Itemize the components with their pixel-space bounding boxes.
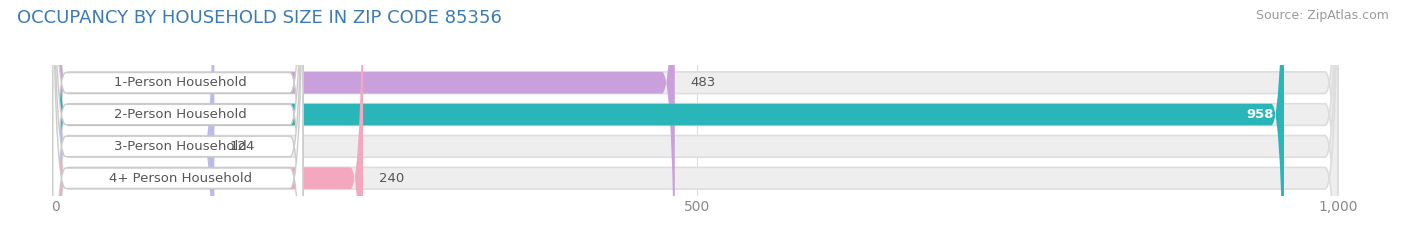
FancyBboxPatch shape (53, 0, 302, 233)
Text: 3-Person Household: 3-Person Household (114, 140, 247, 153)
Text: 124: 124 (229, 140, 254, 153)
FancyBboxPatch shape (55, 0, 214, 233)
FancyBboxPatch shape (55, 0, 1339, 233)
FancyBboxPatch shape (55, 0, 1339, 233)
Text: 958: 958 (1246, 108, 1274, 121)
Text: Source: ZipAtlas.com: Source: ZipAtlas.com (1256, 9, 1389, 22)
FancyBboxPatch shape (55, 0, 1284, 233)
FancyBboxPatch shape (55, 0, 1339, 233)
Text: 4+ Person Household: 4+ Person Household (108, 172, 252, 185)
Text: OCCUPANCY BY HOUSEHOLD SIZE IN ZIP CODE 85356: OCCUPANCY BY HOUSEHOLD SIZE IN ZIP CODE … (17, 9, 502, 27)
FancyBboxPatch shape (55, 0, 675, 233)
Text: 2-Person Household: 2-Person Household (114, 108, 247, 121)
FancyBboxPatch shape (53, 0, 302, 233)
FancyBboxPatch shape (55, 0, 1339, 233)
FancyBboxPatch shape (55, 0, 363, 233)
FancyBboxPatch shape (53, 0, 302, 233)
Text: 240: 240 (378, 172, 404, 185)
Text: 483: 483 (690, 76, 716, 89)
Text: 1-Person Household: 1-Person Household (114, 76, 247, 89)
FancyBboxPatch shape (53, 0, 302, 233)
